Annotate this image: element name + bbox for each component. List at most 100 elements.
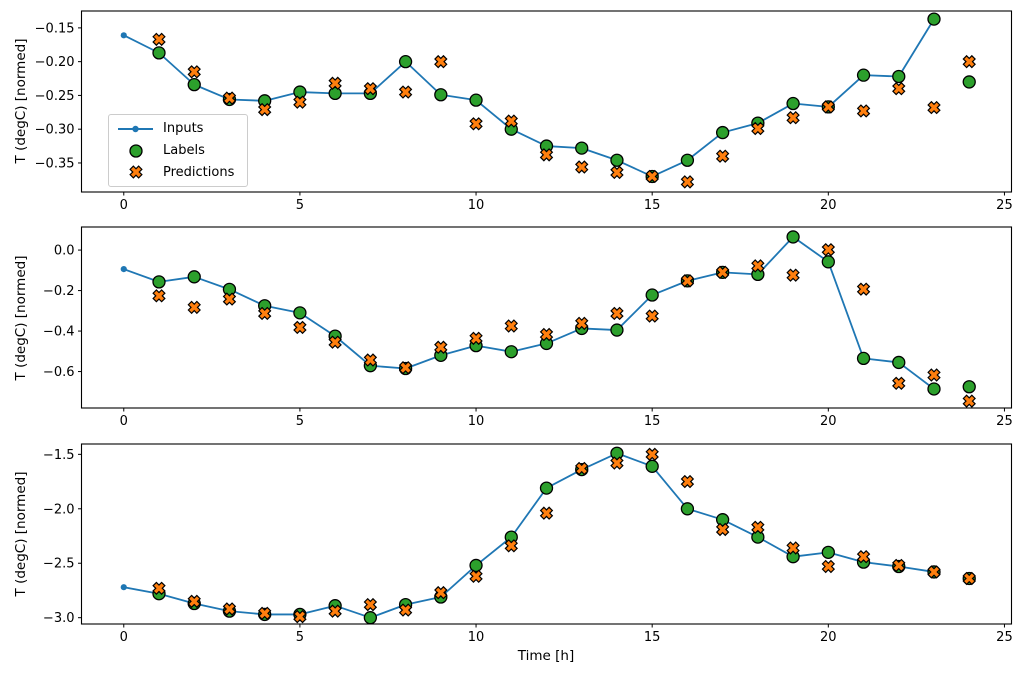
prediction-marker [962, 54, 976, 69]
label-marker [892, 355, 906, 370]
prediction-marker [539, 148, 554, 162]
x-tick-label: 25 [996, 630, 1013, 645]
prediction-marker [539, 506, 554, 520]
label-marker [222, 282, 237, 297]
prediction-marker [715, 265, 730, 280]
label-marker [715, 513, 730, 527]
x-tick-label: 5 [296, 414, 304, 429]
label-marker [504, 345, 518, 359]
prediction-marker [293, 609, 307, 624]
label-marker [962, 75, 976, 89]
legend: Inputs Labels Predictions [108, 114, 248, 187]
legend-label-predictions: Predictions [163, 164, 235, 180]
prediction-marker [152, 581, 166, 596]
prediction-marker [222, 91, 237, 105]
inputs-dot [120, 266, 127, 273]
prediction-marker [398, 360, 413, 375]
prediction-marker [539, 327, 554, 342]
legend-label-labels: Labels [163, 143, 205, 158]
prediction-marker [610, 165, 624, 180]
inputs-dot [120, 32, 127, 39]
legend-item-labels: Labels [117, 140, 239, 162]
label-marker [962, 380, 976, 394]
label-marker [363, 611, 378, 625]
label-marker [680, 153, 695, 167]
x-tick-label: 15 [644, 198, 661, 213]
prediction-marker [187, 65, 201, 79]
prediction-marker [962, 571, 976, 586]
prediction-marker [469, 331, 483, 346]
label-marker [856, 68, 871, 82]
x-tick-label: 5 [296, 630, 304, 645]
x-tick-label: 10 [468, 630, 485, 645]
prediction-marker [751, 259, 765, 273]
y-tick-label: −0.2 [43, 284, 75, 299]
prediction-marker [821, 242, 836, 257]
prediction-marker [786, 110, 800, 125]
label-marker [610, 446, 624, 460]
label-marker [187, 270, 201, 284]
y-tick-label: −0.25 [35, 89, 75, 104]
labels-circle-icon [117, 143, 154, 159]
inputs-line-icon [117, 121, 154, 137]
label-marker [645, 459, 659, 473]
prediction-marker [187, 300, 201, 315]
label-marker [434, 88, 448, 102]
x-tick-label: 15 [644, 414, 661, 429]
label-marker [328, 86, 342, 101]
prediction-marker [962, 394, 976, 408]
prediction-marker [328, 604, 342, 618]
prediction-marker [645, 447, 659, 462]
y-tick-label: −0.4 [43, 325, 75, 340]
legend-item-inputs: Inputs [117, 118, 239, 140]
x-tick-label: 0 [120, 198, 128, 213]
prediction-marker [469, 117, 483, 131]
prediction-marker [363, 81, 378, 96]
prediction-marker [434, 54, 448, 69]
label-marker [645, 288, 659, 302]
prediction-marker [152, 289, 166, 303]
label-marker [856, 351, 871, 366]
prediction-marker [892, 376, 906, 391]
label-marker [821, 545, 835, 559]
prediction-marker [575, 316, 589, 331]
x-axis-label: Time [h] [517, 648, 575, 664]
prediction-marker [398, 603, 413, 617]
y-tick-label: −0.35 [35, 156, 75, 171]
legend-label-inputs: Inputs [163, 121, 204, 137]
x-tick-label: 25 [996, 198, 1013, 213]
prediction-marker [680, 474, 695, 489]
prediction-marker [751, 121, 765, 136]
label-marker [152, 46, 166, 60]
prediction-marker [293, 320, 307, 335]
x-tick-label: 10 [468, 198, 485, 213]
y-tick-label: −2.5 [43, 557, 75, 572]
subplot-2: 0 5 10 15 20 25 0.0 −0.2 −0.4 −0.6 [43, 226, 1013, 429]
label-marker [821, 255, 835, 269]
legend-item-predictions: Predictions [117, 161, 239, 183]
x-tick-label: 0 [120, 630, 128, 645]
label-marker [751, 530, 765, 544]
subplot-3: 0 5 10 15 20 25 −1.5 −2.0 −2.5 −3.0 [43, 443, 1013, 645]
x-tick-label: 0 [120, 414, 128, 429]
x-tick-label: 25 [996, 414, 1013, 429]
prediction-marker [222, 292, 237, 306]
prediction-marker [892, 81, 906, 96]
prediction-marker [187, 594, 201, 609]
x-tick-label: 20 [820, 630, 837, 645]
x-tick-label: 10 [468, 414, 485, 429]
prediction-marker [152, 32, 166, 47]
y-axis-label-subplot2: T (degC) [normed] [13, 255, 29, 381]
prediction-marker [786, 268, 800, 282]
label-marker [539, 481, 554, 495]
prediction-marker [821, 100, 836, 114]
label-marker [398, 55, 413, 69]
prediction-marker [222, 602, 237, 616]
inputs-line [123, 452, 935, 619]
prediction-marker [328, 76, 342, 90]
label-marker [927, 12, 941, 26]
label-marker [469, 93, 483, 107]
prediction-marker [856, 549, 871, 564]
y-axis-label-subplot1: T (degC) [normed] [13, 38, 29, 164]
y-tick-label: −2.0 [43, 502, 75, 517]
